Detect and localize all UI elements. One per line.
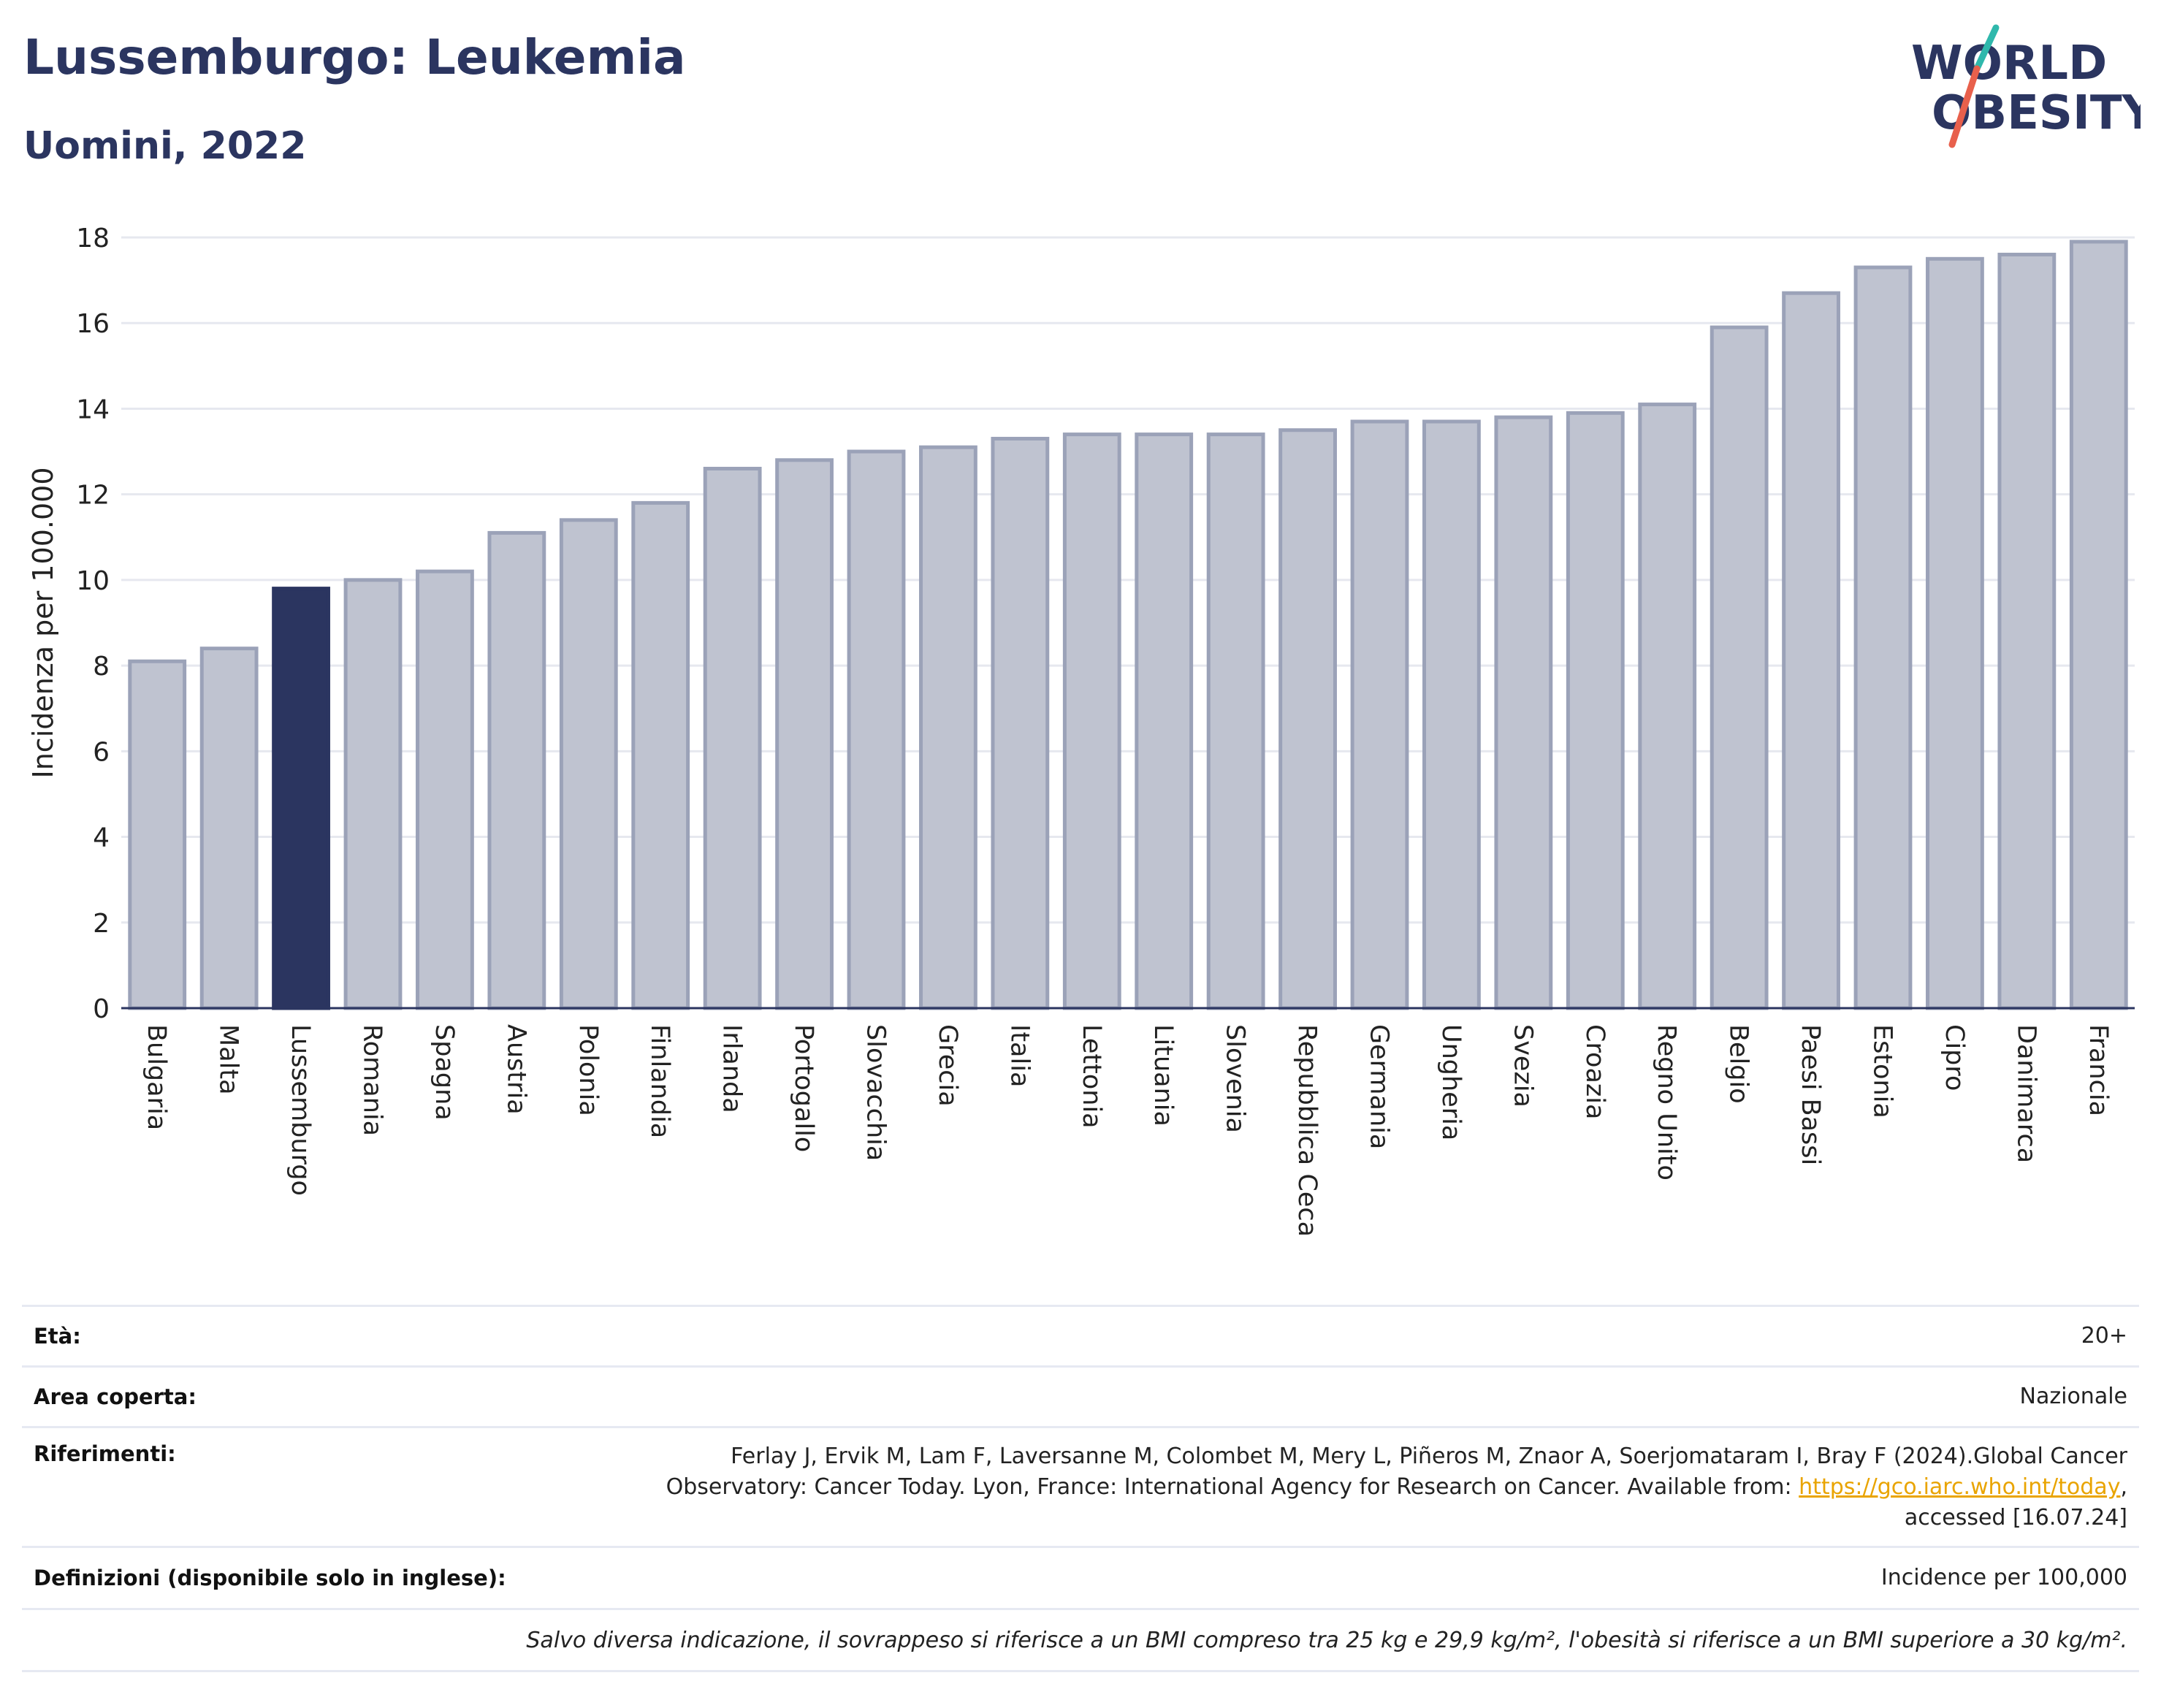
bar-slovacchia <box>847 449 906 1010</box>
y-tick-label: 18 <box>76 224 110 253</box>
bar-finlandia <box>631 500 690 1010</box>
bars <box>128 240 2128 1010</box>
x-tick-label: Irlanda <box>717 1024 747 1113</box>
bar-spagna <box>416 569 474 1010</box>
x-tick-label: Paesi Bassi <box>1796 1024 1825 1165</box>
x-tick-label: Slovacchia <box>861 1024 891 1161</box>
definizioni-label: Definizioni (disponibile solo in inglese… <box>34 1566 506 1590</box>
y-tick-label: 4 <box>93 823 110 853</box>
x-tick-label: Regno Unito <box>1652 1024 1681 1181</box>
riferimenti-value: Ferlay J, Ervik M, Lam F, Laversanne M, … <box>666 1441 2139 1533</box>
bar-regno-unito <box>1638 403 1697 1010</box>
x-tick-label: Ungheria <box>1436 1024 1466 1140</box>
area-value: Nazionale <box>2019 1384 2127 1409</box>
y-tick-label: 8 <box>93 652 110 682</box>
gco-link[interactable]: https://gco.iarc.who.int/today <box>1799 1474 2121 1500</box>
y-tick-label: 14 <box>76 394 110 424</box>
bar-lussemburgo <box>272 587 330 1010</box>
info-row-note: Salvo diversa indicazione, il sovrappeso… <box>22 1608 2139 1672</box>
x-tick-label: Lussemburgo <box>286 1024 315 1196</box>
x-tick-label: Bulgaria <box>142 1024 171 1130</box>
x-tick-label: Svezia <box>1508 1024 1537 1107</box>
bar-irlanda <box>703 467 762 1010</box>
riferimenti-line-2: Observatory: Cancer Today. Lyon, France:… <box>666 1472 2127 1503</box>
eta-value: 20+ <box>2081 1323 2127 1349</box>
x-tick-label: Estonia <box>1868 1024 1897 1118</box>
bar-bulgaria <box>128 659 187 1010</box>
bar-cipro <box>1926 256 1984 1010</box>
riferimenti-line-3: accessed [16.07.24] <box>1904 1505 2127 1530</box>
x-tick-label: Austria <box>501 1024 530 1115</box>
info-row-riferimenti: Riferimenti: Ferlay J, Ervik M, Lam F, L… <box>22 1426 2139 1546</box>
y-axis-label: Incidenza per 100.000 <box>27 468 59 779</box>
bar-italia <box>991 436 1050 1010</box>
y-tick-label: 0 <box>93 994 110 1024</box>
y-tick-label: 2 <box>93 909 110 939</box>
x-tick-label: Danimarca <box>2011 1024 2040 1163</box>
x-tick-label: Slovenia <box>1221 1024 1250 1133</box>
area-label: Area coperta: <box>34 1384 197 1409</box>
bar-estonia <box>1853 265 1913 1010</box>
bar-lituania <box>1135 432 1194 1010</box>
info-row-definizioni: Definizioni (disponibile solo in inglese… <box>22 1546 2139 1608</box>
bar-portogallo <box>775 458 834 1010</box>
bar-romania <box>343 578 403 1010</box>
bar-malta <box>199 647 259 1010</box>
y-tick-label: 6 <box>93 737 110 767</box>
logo-slash-teal <box>1973 24 2000 72</box>
x-tick-label: Polonia <box>573 1024 603 1116</box>
bar-ungheria <box>1422 419 1481 1010</box>
definizioni-value: Incidence per 100,000 <box>1880 1565 2127 1590</box>
bar-polonia <box>559 518 618 1010</box>
x-tick-label: Cipro <box>1940 1024 1969 1091</box>
x-tick-label: Croazia <box>1580 1024 1609 1119</box>
bar-repubblica-ceca <box>1278 428 1337 1010</box>
bar-grecia <box>919 445 977 1010</box>
x-tick-label: Italia <box>1005 1024 1034 1087</box>
bar-austria <box>487 530 546 1010</box>
eta-label: Età: <box>34 1324 81 1349</box>
bar-danimarca <box>1997 252 2057 1010</box>
bar-svezia <box>1494 415 1553 1010</box>
page-title: Lussemburgo: Leukemia <box>23 29 686 85</box>
bar-slovenia <box>1206 432 1265 1010</box>
y-axis-ticks: 0 2 4 6 8 10 12 14 16 18 <box>76 224 110 1024</box>
info-table: Età: 20+ Area coperta: Nazionale Riferim… <box>22 1305 2139 1672</box>
x-tick-label: Grecia <box>933 1024 962 1107</box>
riferimenti-line-1: Ferlay J, Ervik M, Lam F, Laversanne M, … <box>731 1444 2127 1469</box>
x-tick-label: Malta <box>214 1024 243 1095</box>
bmi-note: Salvo diversa indicazione, il sovrappeso… <box>526 1627 2127 1653</box>
x-tick-label: Belgio <box>1724 1024 1753 1104</box>
bar-croazia <box>1566 411 1625 1010</box>
bar-lettonia <box>1062 432 1121 1010</box>
x-tick-label: Francia <box>2084 1024 2113 1116</box>
bar-francia <box>2069 240 2128 1010</box>
bar-chart: 0 2 4 6 8 10 12 14 16 18 Bulgaria Malta Lussemburgo… <box>27 224 2135 1237</box>
world-obesity-logo: WORLD OBESITY <box>1911 24 2141 148</box>
x-tick-label: Finlandia <box>645 1024 674 1138</box>
x-tick-label: Romania <box>358 1024 387 1136</box>
x-tick-label: Repubblica Ceca <box>1292 1024 1322 1237</box>
y-tick-label: 16 <box>76 309 110 339</box>
bar-belgio <box>1710 325 1769 1010</box>
info-row-area: Area coperta: Nazionale <box>22 1365 2139 1426</box>
y-tick-label: 12 <box>76 481 110 511</box>
riferimenti-line-2-end: , <box>2120 1474 2127 1500</box>
bar-paesi-bassi <box>1782 291 1840 1010</box>
info-row-eta: Età: 20+ <box>22 1305 2139 1365</box>
x-tick-label: Lituania <box>1148 1024 1178 1126</box>
page-subtitle: Uomini, 2022 <box>23 124 307 168</box>
logo-slash-red <box>1948 65 1981 148</box>
y-tick-label: 10 <box>76 566 110 596</box>
logo-text-world: WORLD <box>1911 37 2107 91</box>
x-tick-label: Spagna <box>430 1024 459 1121</box>
x-tick-label: Lettonia <box>1077 1024 1106 1129</box>
riferimenti-line-2-text: Observatory: Cancer Today. Lyon, France:… <box>666 1474 1799 1500</box>
x-tick-label: Portogallo <box>789 1024 818 1152</box>
bar-germania <box>1350 419 1409 1010</box>
riferimenti-label: Riferimenti: <box>34 1441 176 1466</box>
x-axis-ticks: Bulgaria Malta Lussemburgo Romania Spagna Aus… <box>142 1024 2113 1237</box>
x-tick-label: Germania <box>1365 1024 1394 1149</box>
